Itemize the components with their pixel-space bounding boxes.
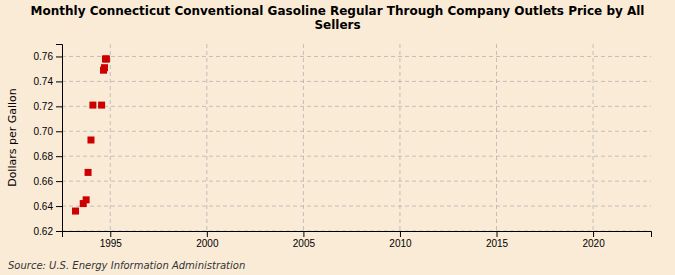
y-tick: 0.64: [34, 201, 62, 212]
x-grid-line: [399, 44, 400, 231]
grid: [62, 44, 651, 231]
x-grid-line: [110, 44, 111, 231]
x-tick: 2015: [486, 231, 509, 249]
points: [72, 55, 110, 214]
y-grid-line: [62, 81, 651, 82]
x-tick-mark: [207, 231, 208, 237]
point: [101, 64, 108, 71]
x-tick-mark: [110, 231, 111, 237]
x-grid-line: [206, 44, 207, 231]
y-tick: 0.68: [34, 151, 62, 162]
x-tick-mark: [400, 231, 401, 237]
point: [103, 55, 110, 62]
y-tick-mark: [56, 206, 62, 207]
y-grid-line: [62, 156, 651, 157]
point: [89, 102, 96, 109]
y-tick-mark: [56, 181, 62, 182]
y-tick: 0.74: [34, 76, 62, 87]
x-tick-mark: [303, 231, 304, 237]
x-tick-mark: [497, 231, 498, 237]
y-tick: 0.72: [34, 101, 62, 112]
point: [83, 196, 90, 203]
point: [87, 136, 94, 143]
y-tick-label: 0.72: [34, 101, 54, 112]
y-grid-line: [62, 181, 651, 182]
plot: 1995 2000 2005 2010 2015 2020 0.62 0.64 0.66 0.68…: [34, 44, 652, 249]
chart: 1995 2000 2005 2010 2015 2020 0.62 0.64 0.66 0.68…: [0, 0, 675, 275]
y-tick: 0.70: [34, 126, 62, 137]
point: [98, 102, 105, 109]
annotation: Source: U.S. Energy Information Administ…: [8, 260, 245, 271]
x-axis-line: [63, 232, 652, 238]
x-tick: 2010: [389, 231, 412, 249]
point: [85, 169, 92, 176]
point: [72, 208, 79, 215]
y-tick: 0.76: [34, 51, 62, 62]
y-axis-title: Dollars per Gallon: [6, 88, 19, 187]
y-tick-mark: [56, 81, 62, 82]
x-tick-label: 2010: [389, 238, 412, 249]
y-tick-mark: [56, 106, 62, 107]
x-tick-label: 2005: [293, 238, 316, 249]
x-tick: 2005: [293, 231, 316, 249]
title: Monthly Connecticut Conventional Gasolin…: [31, 4, 645, 32]
x-grid-line: [593, 44, 594, 231]
y-tick-label: 0.66: [34, 176, 54, 187]
x-tick-label: 2000: [196, 238, 219, 249]
x-tick: 1995: [100, 231, 123, 249]
y-tick: 0.66: [34, 176, 62, 187]
y-tick-label: 0.76: [34, 51, 54, 62]
x-tick-label: 2020: [582, 238, 605, 249]
y-tick-label: 0.74: [34, 76, 54, 87]
y-tick-mark: [56, 131, 62, 132]
x-tick-label: 1995: [100, 238, 123, 249]
y-tick-label: 0.68: [34, 151, 54, 162]
y-tick-label: 0.62: [34, 226, 54, 237]
y-tick: 0.62: [34, 226, 62, 237]
y-tick-mark: [56, 56, 62, 57]
x-tick-mark: [593, 231, 594, 237]
point: [102, 55, 109, 62]
x-tick: 2020: [582, 231, 605, 249]
x-axis: 1995 2000 2005 2010 2015 2020: [63, 231, 652, 249]
y-axis-line: [56, 45, 63, 232]
y-tick-mark: [56, 156, 62, 157]
y-axis: 0.62 0.64 0.66 0.68 0.70 0.72 0.74 0.76: [34, 45, 63, 237]
y-grid-line: [62, 206, 651, 207]
x-tick: 2000: [196, 231, 219, 249]
x-tick-label: 2015: [486, 238, 509, 249]
y-grid-line: [62, 106, 651, 107]
y-tick-label: 0.64: [34, 201, 54, 212]
x-grid-line: [303, 44, 304, 231]
y-grid-line: [62, 131, 651, 132]
x-grid-line: [496, 44, 497, 231]
y-tick-mark: [56, 231, 62, 232]
y-grid-line: [62, 56, 651, 57]
y-tick-label: 0.70: [34, 126, 54, 137]
